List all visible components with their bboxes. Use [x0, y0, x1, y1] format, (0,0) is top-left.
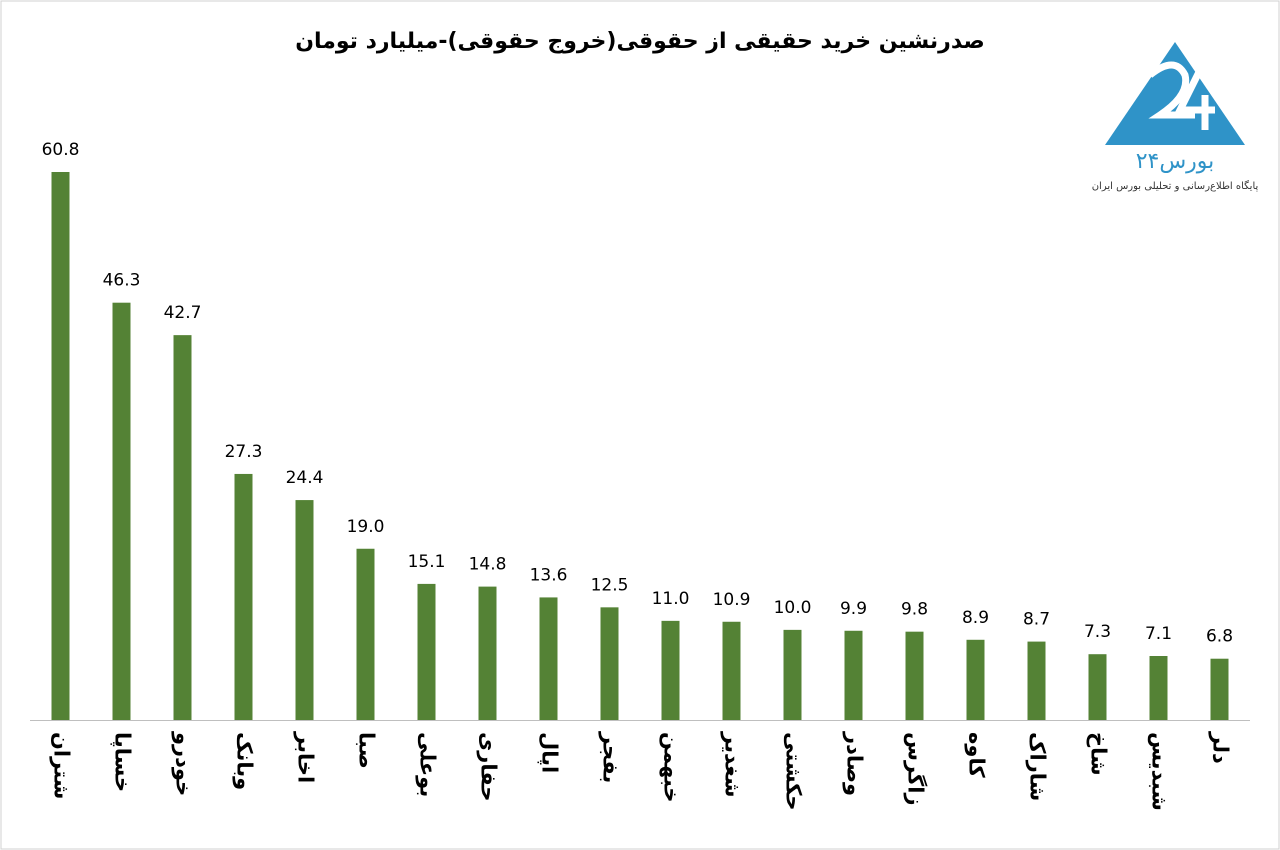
bar	[173, 335, 192, 720]
x-tick-label: شاخ	[1087, 732, 1111, 776]
bar	[478, 586, 497, 720]
value-label: 7.1	[1145, 624, 1172, 644]
bar	[722, 621, 741, 720]
chart-title: صدرنشین خرید حقیقی از حقوقی(خروج حقوقی)-…	[295, 29, 985, 54]
bar	[234, 473, 253, 720]
value-label: 9.8	[901, 600, 928, 620]
x-tick-label: وبانک	[233, 732, 257, 790]
x-tick-label: زاگرس	[904, 732, 929, 806]
x-tick-label: خساپا	[111, 732, 135, 792]
bar	[661, 620, 680, 720]
value-label: 19.0	[347, 517, 385, 537]
bar	[1027, 641, 1046, 720]
logo-triangle	[1105, 42, 1245, 145]
x-tick-label: وصادر	[843, 731, 867, 796]
x-tick-label: شتران	[50, 732, 74, 799]
bar	[600, 607, 619, 720]
x-tick-label: حکشتی	[782, 732, 806, 811]
x-tick-label: خبهمن	[660, 732, 684, 803]
bar	[1210, 658, 1229, 720]
x-tick-label: صبا	[355, 732, 379, 769]
bar	[539, 597, 558, 720]
value-label: 10.9	[713, 590, 751, 610]
value-label: 8.7	[1023, 610, 1050, 630]
bar	[844, 630, 863, 720]
bar	[966, 639, 985, 720]
value-label: 9.9	[840, 599, 867, 619]
value-label: 11.0	[652, 589, 690, 609]
x-tick-label: خودرو	[172, 731, 196, 796]
logo: بورس۲۴ پایگاه اطلاع‌رسانی و تحلیلی بورس …	[1092, 42, 1259, 192]
x-tick-label: بوعلی	[416, 732, 440, 797]
x-tick-label: شبدیس	[1148, 732, 1172, 811]
value-label: 12.5	[591, 575, 629, 595]
value-label: 7.3	[1084, 622, 1111, 642]
logo-name: بورس۲۴	[1136, 149, 1215, 174]
bar	[783, 629, 802, 720]
value-label: 24.4	[286, 468, 324, 488]
value-label: 60.8	[42, 140, 80, 160]
value-label: 6.8	[1206, 627, 1233, 647]
x-tick-label: شغدیر	[721, 731, 745, 798]
bar	[1088, 654, 1107, 720]
value-label: 13.6	[530, 565, 568, 585]
x-tick-label: دلر	[1209, 731, 1233, 764]
bar	[356, 548, 375, 720]
value-label: 10.0	[774, 598, 812, 618]
bar	[1149, 656, 1168, 720]
value-label: 42.7	[164, 303, 202, 323]
x-tick-label: حفاری	[477, 732, 501, 801]
value-label: 14.8	[469, 555, 507, 575]
x-tick-label: شاراک	[1026, 732, 1050, 801]
x-tick-label: اپال	[538, 732, 562, 773]
value-label: 8.9	[962, 608, 989, 628]
x-tick-label: کاوه	[965, 732, 989, 778]
value-label: 27.3	[225, 442, 263, 462]
bar	[417, 583, 436, 720]
bar	[295, 500, 314, 720]
x-tick-label: اخابر	[294, 731, 318, 783]
logo-mark	[1147, 61, 1215, 130]
bar	[905, 631, 924, 720]
bar	[51, 172, 70, 720]
value-label: 46.3	[103, 271, 141, 291]
x-tick-label: بفجر	[599, 731, 623, 783]
bar	[112, 302, 131, 720]
logo-tagline: پایگاه اطلاع‌رسانی و تحلیلی بورس ایران	[1092, 180, 1259, 192]
value-label: 15.1	[408, 552, 446, 572]
